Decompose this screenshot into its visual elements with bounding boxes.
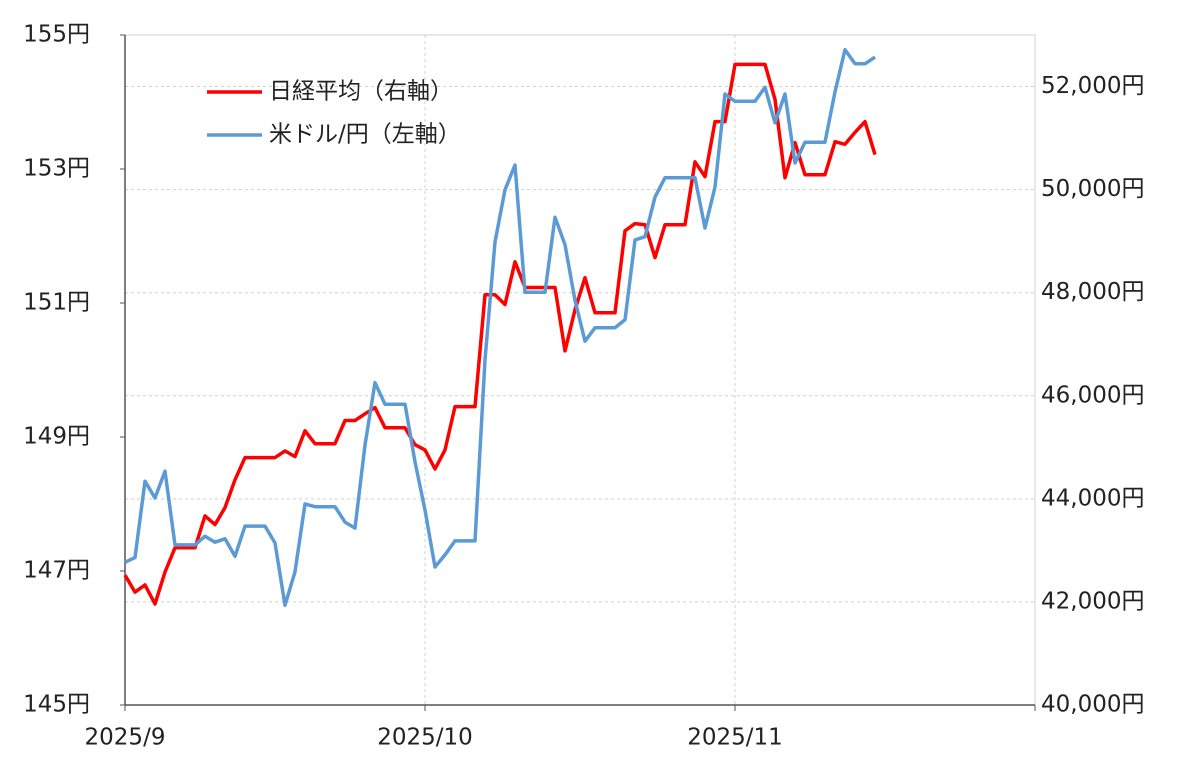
y2-tick-label: 48,000円 [1041, 279, 1144, 305]
y2-tick-label: 46,000円 [1041, 382, 1144, 408]
x-tick-label: 2025/11 [687, 725, 783, 751]
y2-tick-label: 42,000円 [1041, 588, 1144, 614]
series-line [123, 62, 877, 606]
legend-label: 日経平均（右軸） [269, 79, 453, 105]
y-tick-label: 155円 [23, 22, 90, 48]
series-line [124, 47, 876, 607]
y2-tick-label: 50,000円 [1041, 176, 1144, 202]
legend-label: 米ドル/円（左軸） [269, 122, 461, 148]
y2-tick-label: 52,000円 [1041, 73, 1144, 99]
x-tick-label: 2025/10 [377, 725, 473, 751]
y-tick-label: 151円 [23, 290, 90, 316]
x-tick-label: 2025/9 [85, 725, 166, 751]
y-tick-label: 149円 [23, 424, 90, 450]
y-tick-label: 145円 [23, 692, 90, 718]
y-tick-label: 147円 [23, 558, 90, 584]
y2-tick-label: 40,000円 [1041, 692, 1144, 718]
y2-tick-label: 44,000円 [1041, 485, 1144, 511]
y-tick-label: 153円 [23, 156, 90, 182]
